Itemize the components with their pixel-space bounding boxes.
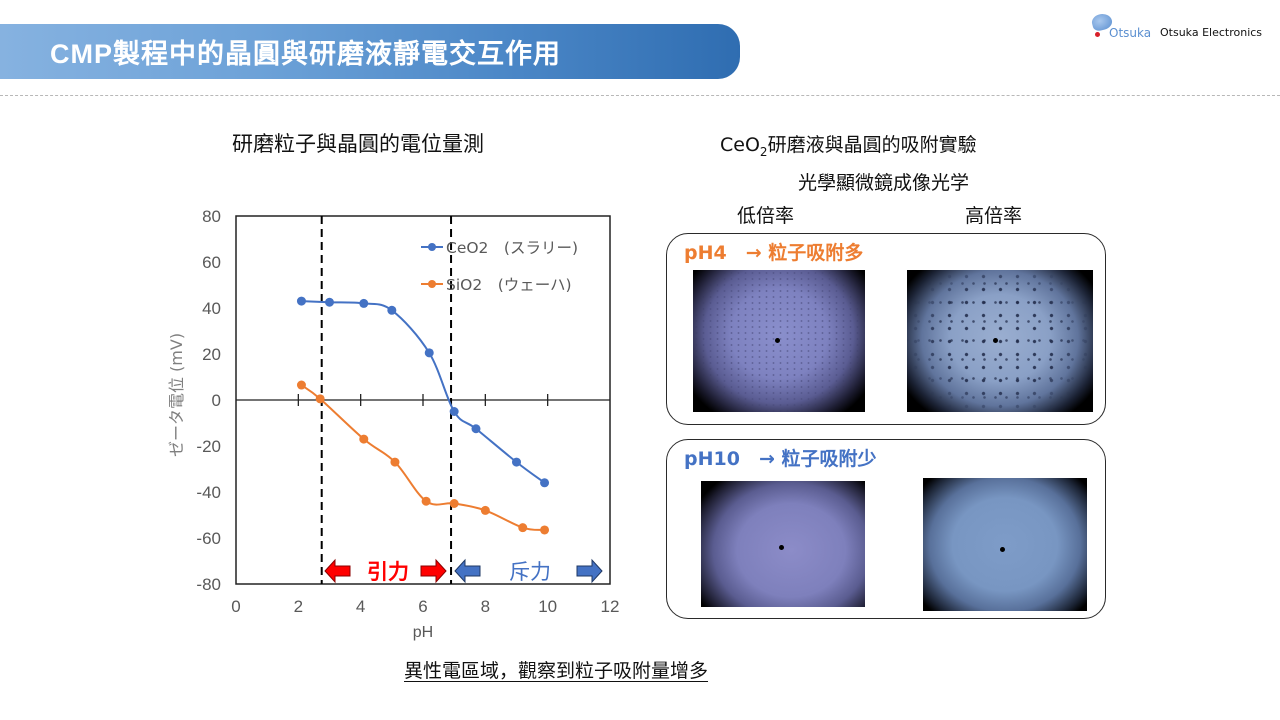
y-tick-label: 20 bbox=[202, 345, 221, 364]
panel-ph4: pH4 → 粒子吸附多 bbox=[666, 233, 1106, 425]
x-axis-label: pH bbox=[413, 624, 433, 641]
x-tick-label: 12 bbox=[601, 597, 620, 616]
data-point bbox=[315, 394, 325, 404]
micrograph-ph4-high bbox=[907, 270, 1093, 412]
data-point bbox=[449, 407, 459, 416]
data-point bbox=[387, 305, 397, 315]
y-tick-label: -20 bbox=[196, 437, 221, 456]
y-tick-label: -80 bbox=[196, 575, 221, 594]
legend-label: CeO2 (スラリー) bbox=[446, 239, 578, 257]
logo-wordmark: Otsuka bbox=[1109, 26, 1152, 40]
y-tick-label: -40 bbox=[196, 483, 221, 502]
conclusion-text: 異性電區域，觀察到粒子吸附量增多 bbox=[404, 660, 709, 682]
experiment-title: CeO2研磨液與晶圓的吸附實驗 bbox=[720, 130, 977, 159]
x-tick-label: 4 bbox=[356, 597, 365, 616]
data-point bbox=[449, 499, 459, 508]
title-rest: 研磨液與晶圓的吸附實驗 bbox=[767, 134, 977, 156]
series-line-ceo2 bbox=[301, 300, 546, 484]
arrow-right-icon bbox=[576, 558, 603, 584]
data-point bbox=[421, 496, 431, 506]
panel-ph10-label: pH10 → 粒子吸附少 bbox=[684, 448, 877, 470]
center-marker-icon bbox=[993, 338, 998, 343]
company-logo: Otsuka Otsuka Electronics bbox=[1090, 11, 1270, 44]
data-point bbox=[540, 525, 550, 535]
data-point bbox=[512, 457, 521, 467]
legend-marker bbox=[428, 243, 436, 251]
chart-section-title: 研磨粒子與晶圓的電位量測 bbox=[232, 132, 484, 156]
data-point bbox=[480, 505, 490, 515]
header-divider bbox=[0, 95, 1280, 96]
x-tick-label: 8 bbox=[481, 597, 490, 616]
micrograph-ph10-high bbox=[923, 478, 1087, 611]
data-point bbox=[471, 424, 481, 434]
arrow-left-icon bbox=[454, 558, 481, 584]
panel-ph4-label: pH4 → 粒子吸附多 bbox=[684, 242, 864, 264]
attraction-label: 引力 bbox=[367, 560, 409, 584]
slide-title: CMP製程中的晶圓與研磨液靜電交互作用 bbox=[50, 39, 561, 69]
data-point bbox=[296, 380, 306, 390]
y-tick-label: 0 bbox=[212, 391, 221, 410]
title-ceo: CeO bbox=[720, 134, 760, 156]
logo-red-dot-icon bbox=[1095, 32, 1100, 37]
micrograph-ph10-low bbox=[701, 481, 865, 607]
data-point bbox=[359, 434, 369, 444]
legend-label: SiO2 (ウェーハ) bbox=[446, 276, 572, 294]
title-subscript: 2 bbox=[759, 144, 768, 159]
title-banner: CMP製程中的晶圓與研磨液靜電交互作用 bbox=[0, 24, 740, 79]
center-marker-icon bbox=[779, 545, 784, 550]
y-tick-label: 80 bbox=[202, 207, 221, 226]
x-tick-label: 0 bbox=[231, 597, 240, 616]
arrow-left-icon bbox=[324, 558, 351, 584]
micrograph-ph4-low bbox=[693, 270, 865, 412]
data-point bbox=[359, 298, 369, 308]
legend-marker bbox=[428, 280, 436, 288]
x-tick-label: 2 bbox=[294, 597, 303, 616]
logo-company-name: Otsuka Electronics bbox=[1160, 26, 1263, 39]
center-marker-icon bbox=[775, 338, 780, 343]
y-tick-label: -60 bbox=[196, 529, 221, 548]
y-axis-label: ゼータ電位 (mV) bbox=[167, 333, 186, 457]
panel-ph10: pH10 → 粒子吸附少 bbox=[666, 439, 1106, 619]
x-tick-label: 10 bbox=[538, 597, 557, 616]
repulsion-label: 斥力 bbox=[509, 560, 551, 584]
y-tick-label: 40 bbox=[202, 299, 221, 318]
series-line-sio2 bbox=[300, 384, 545, 531]
data-point bbox=[424, 348, 434, 358]
data-point bbox=[390, 457, 400, 467]
center-marker-icon bbox=[1000, 547, 1005, 552]
x-tick-label: 6 bbox=[418, 597, 427, 616]
data-point bbox=[325, 297, 334, 307]
low-magnification-label: 低倍率 bbox=[737, 205, 795, 227]
y-tick-label: 60 bbox=[202, 253, 221, 272]
high-magnification-label: 高倍率 bbox=[965, 205, 1023, 227]
data-point bbox=[540, 478, 550, 488]
zeta-potential-chart: 0 2 4 6 8 10 12 80 60 40 20 0 -20 -40 -60 -80 pH ゼータ電位 (m… bbox=[167, 207, 620, 641]
data-point bbox=[518, 523, 528, 533]
experiment-subtitle: 光學顯微鏡成像光学 bbox=[798, 172, 970, 194]
arrow-right-icon bbox=[420, 558, 447, 584]
data-point bbox=[296, 296, 306, 306]
